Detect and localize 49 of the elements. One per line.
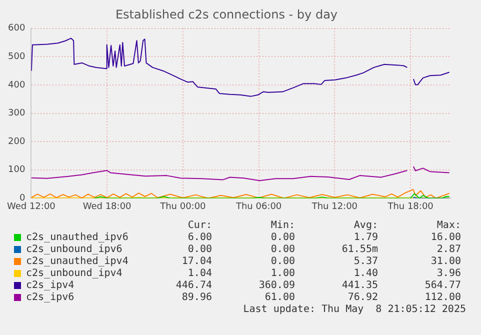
legend-label: c2s_unbound_ipv4 bbox=[26, 268, 122, 279]
text: 89.96 bbox=[182, 292, 212, 303]
text: Last update: Thu May 8 21:05:12 2025 bbox=[243, 304, 466, 315]
text: 441.35 bbox=[342, 280, 378, 291]
text: 1.04 bbox=[188, 268, 212, 279]
x-tick-label: Wed 18:00 bbox=[82, 202, 132, 212]
text: 61.00 bbox=[264, 292, 295, 303]
x-tick-label: Thu 00:00 bbox=[159, 202, 206, 212]
legend-label: c2s_ipv4 bbox=[26, 280, 74, 291]
text: Max: bbox=[436, 220, 461, 231]
y-tick-label: 0 bbox=[19, 194, 26, 204]
x-tick-label: Thu 18:00 bbox=[386, 202, 434, 212]
text: 6.00 bbox=[188, 232, 212, 243]
text: Min: bbox=[270, 220, 295, 231]
text: 564.77 bbox=[424, 280, 461, 291]
text: 112.00 bbox=[424, 292, 461, 303]
text: Cur: bbox=[188, 220, 212, 231]
x-tick-label: Wed 12:00 bbox=[6, 202, 56, 212]
chart-title: Established c2s connections - by day bbox=[115, 7, 338, 22]
text: 76.92 bbox=[348, 292, 378, 303]
text: 17.04 bbox=[182, 256, 212, 267]
y-tick-label: 200 bbox=[8, 136, 26, 147]
x-tick-label: Thu 06:00 bbox=[234, 202, 282, 212]
y-tick-label: 500 bbox=[8, 52, 26, 62]
text: 446.74 bbox=[176, 280, 212, 291]
text: 0.00 bbox=[270, 232, 295, 243]
text: 16.00 bbox=[430, 232, 461, 243]
x-tick-label: Thu 12:00 bbox=[310, 202, 358, 212]
legend-label: c2s_unauthed_ipv4 bbox=[26, 256, 128, 267]
text: 1.00 bbox=[270, 268, 295, 279]
text: Avg: bbox=[354, 220, 378, 231]
text: 3.96 bbox=[436, 268, 461, 279]
text: 5.37 bbox=[354, 256, 378, 267]
text: 1.40 bbox=[354, 268, 378, 279]
legend-label: c2s_ipv6 bbox=[26, 292, 74, 303]
legend-label: c2s_unbound_ipv6 bbox=[26, 244, 122, 255]
text: 1.79 bbox=[354, 232, 378, 243]
text: 360.09 bbox=[258, 280, 295, 291]
y-tick-label: 300 bbox=[8, 108, 26, 119]
y-tick-label: 600 bbox=[8, 24, 26, 34]
legend-label: c2s_unauthed_ipv6 bbox=[26, 232, 128, 243]
text: 0.00 bbox=[270, 256, 295, 267]
text: 61.55m bbox=[342, 244, 378, 255]
y-tick-label: 400 bbox=[8, 80, 26, 90]
y-tick-label: 100 bbox=[8, 165, 26, 176]
text: 0.00 bbox=[270, 244, 295, 255]
text: 31.00 bbox=[430, 256, 461, 267]
text: 2.87 bbox=[436, 244, 461, 255]
text: 0.00 bbox=[188, 244, 212, 255]
